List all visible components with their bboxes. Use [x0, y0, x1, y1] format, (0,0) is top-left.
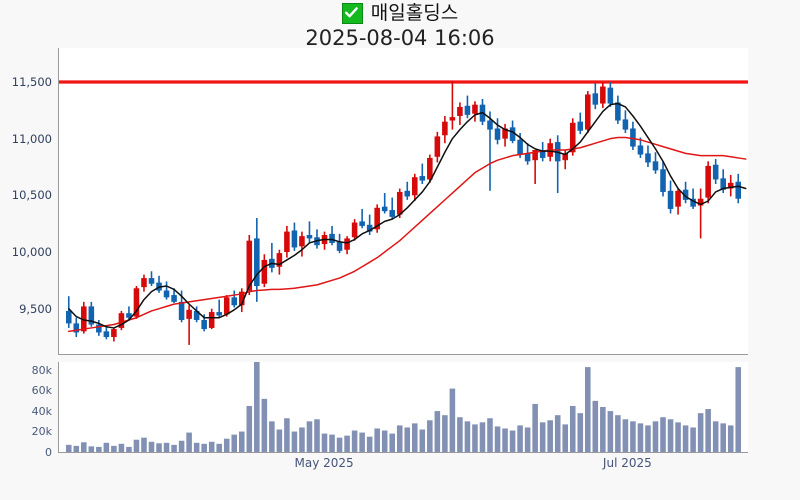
price-y-tick: 11,500 [11, 75, 52, 89]
price-candlestick-plot[interactable] [59, 48, 748, 354]
volume-y-tick: 20k [31, 425, 52, 439]
volume-chart-panel[interactable] [58, 362, 748, 453]
price-y-tick: 9,500 [19, 301, 52, 316]
page-title: 매일홀딩스 [370, 2, 459, 24]
green-check-icon [341, 2, 363, 24]
chart-header: 매일홀딩스 2025-08-04 16:06 [0, 0, 800, 50]
x-axis-tick: Jul 2025 [602, 456, 652, 470]
price-y-tick: 11,000 [11, 131, 52, 146]
volume-y-tick: 80k [31, 363, 52, 377]
x-axis-tick: May 2025 [294, 456, 354, 470]
timestamp-label: 2025-08-04 16:06 [305, 26, 495, 50]
price-y-tick: 10,000 [11, 245, 52, 259]
volume-bar-plot[interactable] [59, 362, 748, 452]
title-row: 매일홀딩스 [0, 1, 800, 25]
volume-y-tick: 40k [31, 404, 52, 418]
price-y-tick: 10,500 [11, 188, 52, 203]
price-chart-panel[interactable] [58, 48, 748, 355]
volume-y-tick: 0 [45, 445, 52, 459]
volume-y-tick: 60k [31, 384, 52, 398]
